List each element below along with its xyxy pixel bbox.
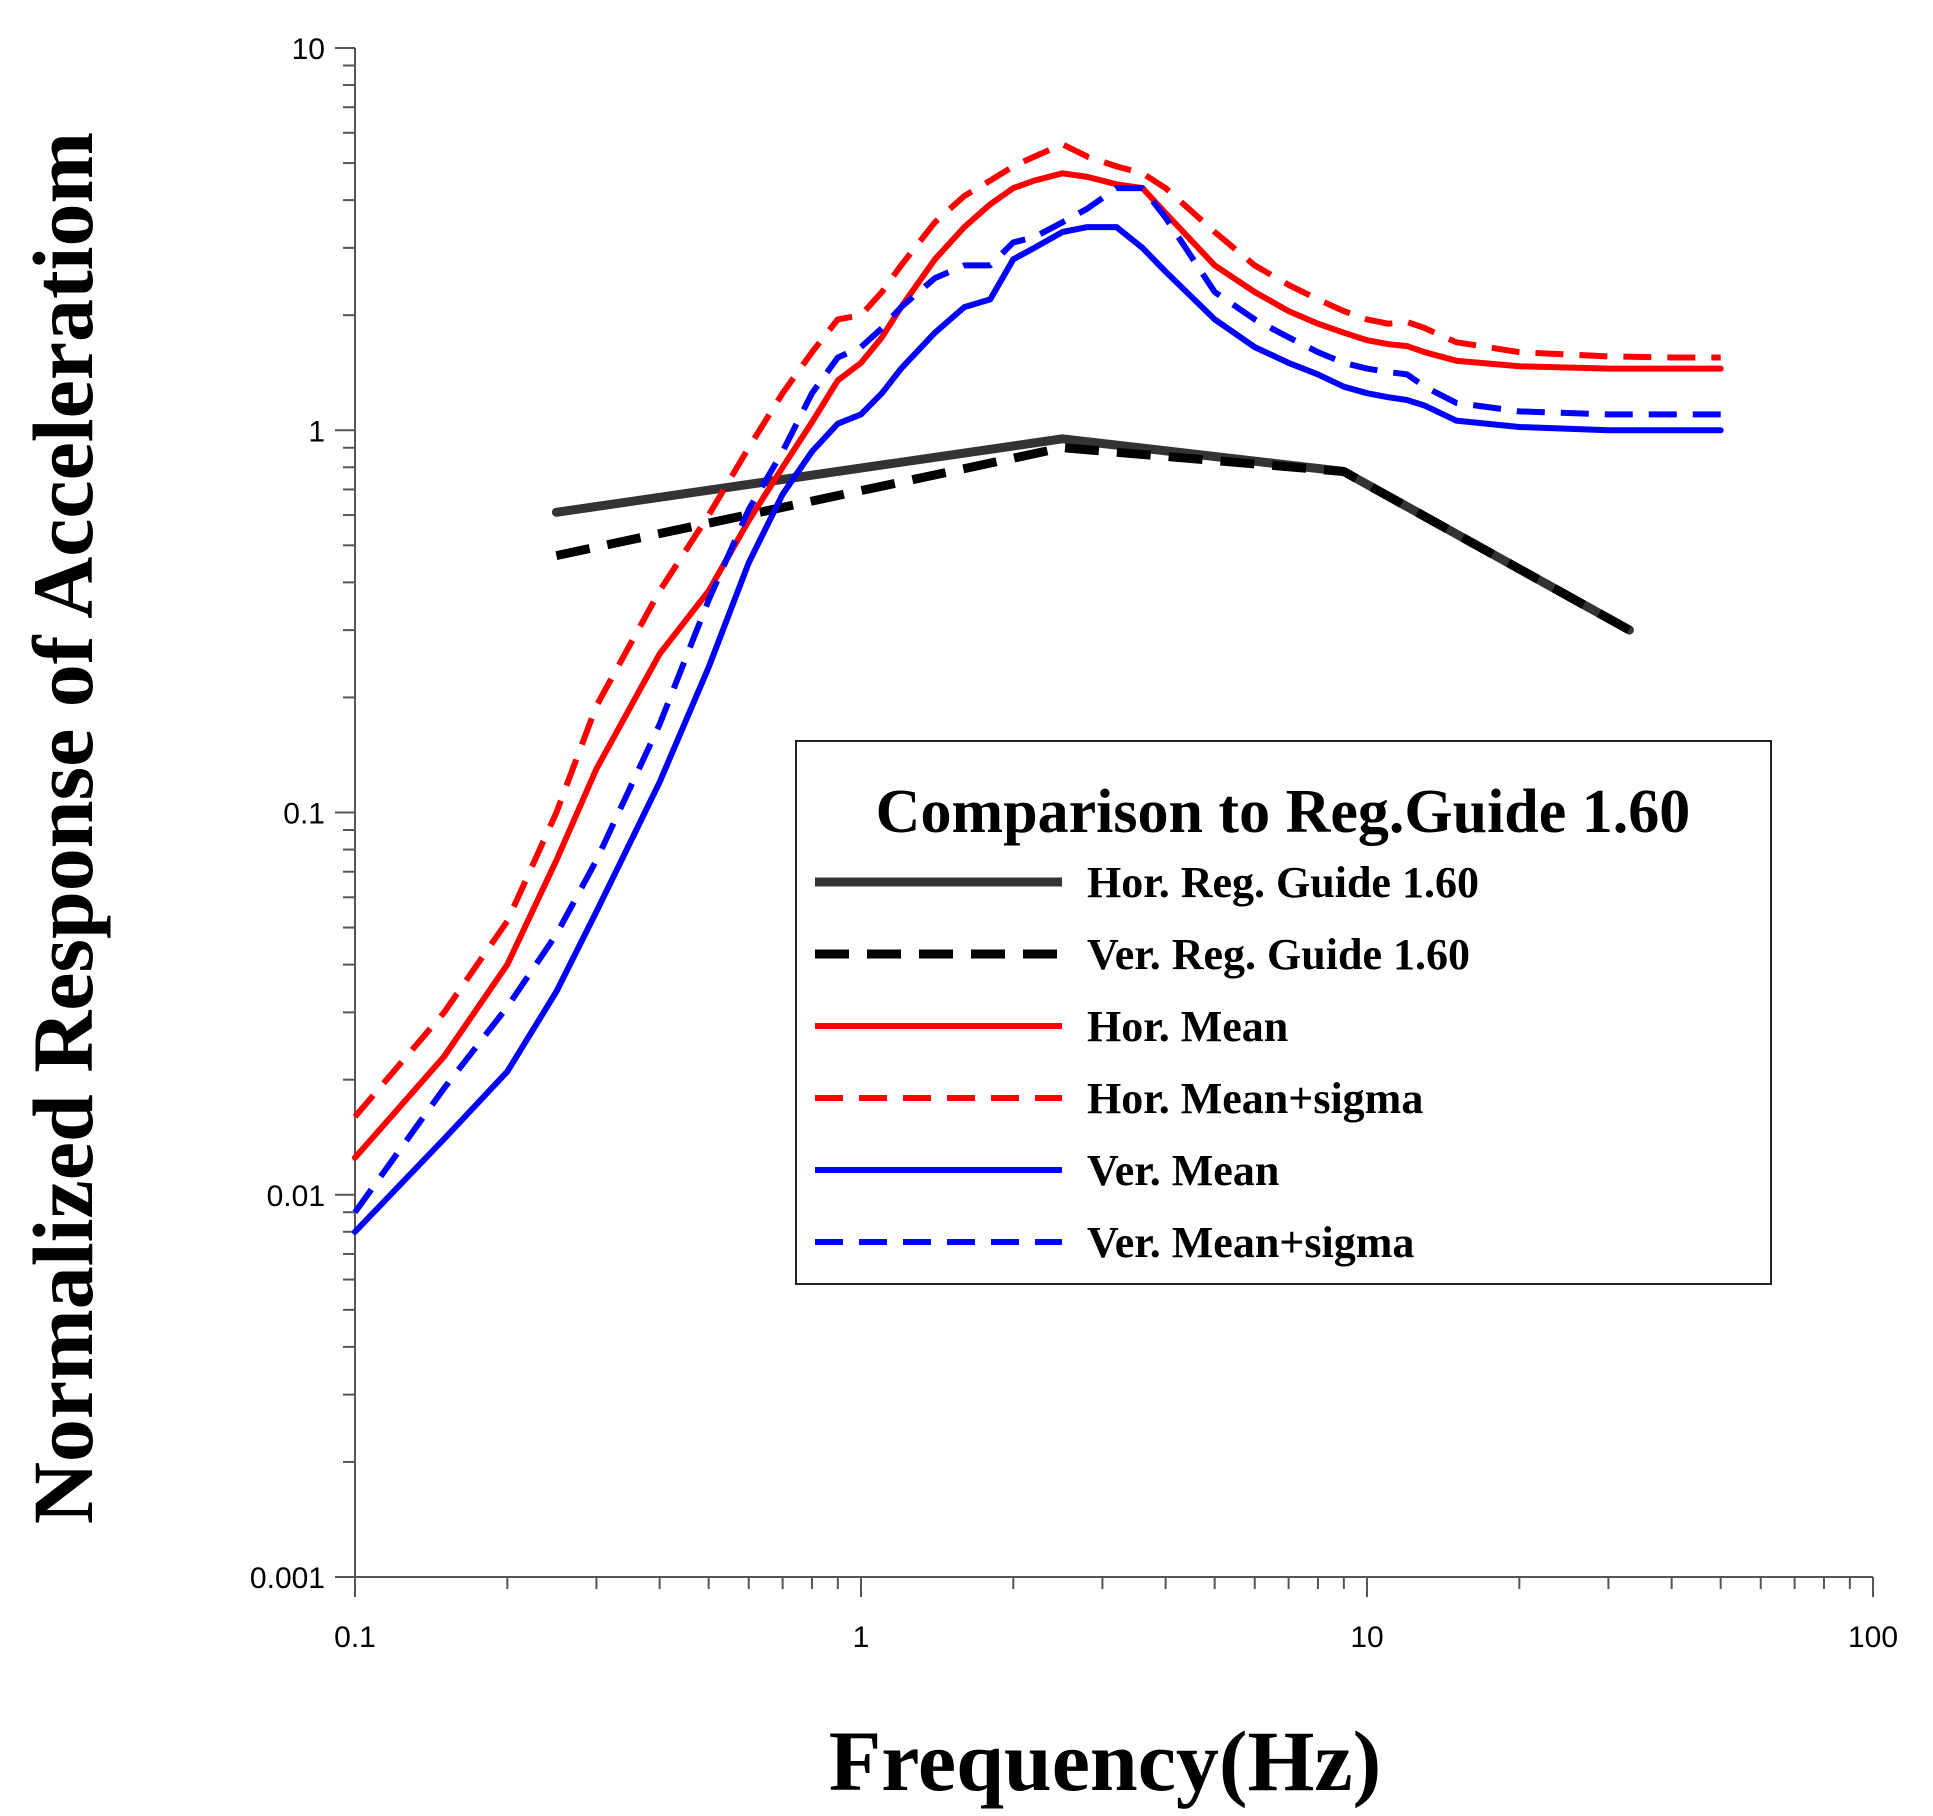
legend: Comparison to Reg.Guide 1.60 Hor. Reg. G…: [795, 740, 1772, 1285]
x-tick-label: 1: [853, 1621, 870, 1654]
x-axis-title: Frequency(Hz): [829, 1713, 1382, 1809]
axes: 0.1 1 10 100 0.001 0.01 0.1 1 10: [250, 33, 1898, 1654]
y-tick-label: 1: [308, 415, 325, 448]
legend-title: Comparison to Reg.Guide 1.60: [876, 778, 1691, 846]
series-line-hor-reg-guide-1-60: [551, 434, 1634, 635]
y-tick-label: 0.01: [267, 1180, 325, 1213]
series-line-ver-mean: [352, 224, 1724, 1235]
y-tick-label: 0.1: [283, 798, 325, 831]
x-tick-label: 100: [1848, 1621, 1898, 1654]
legend-label-ver-mean-sigma: Ver. Mean+sigma: [1087, 1218, 1414, 1267]
legend-label-hor-mean: Hor. Mean: [1087, 1002, 1288, 1051]
y-tick-label: 0.001: [250, 1562, 325, 1595]
legend-label-hor-reg-guide-1-60: Hor. Reg. Guide 1.60: [1087, 858, 1479, 907]
series-lines: [352, 141, 1724, 1235]
legend-label-ver-mean: Ver. Mean: [1087, 1146, 1279, 1195]
series-line-ver-reg-guide-1-60: [555, 443, 1632, 635]
x-tick-label: 10: [1350, 1621, 1383, 1654]
series-line-ver-mean-sigma: [352, 185, 1721, 1214]
legend-box: [795, 740, 1772, 1285]
x-tick-label: 0.1: [334, 1621, 376, 1654]
legend-label-hor-mean-sigma: Hor. Mean+sigma: [1087, 1074, 1423, 1123]
y-axis-title: Normalized Response of Acceleratiom: [15, 132, 111, 1524]
series-line-hor-mean: [352, 170, 1724, 1161]
y-tick-label: 10: [292, 33, 325, 66]
series-line-hor-mean-sigma: [352, 141, 1721, 1119]
legend-label-ver-reg-guide-1-60: Ver. Reg. Guide 1.60: [1087, 930, 1470, 979]
